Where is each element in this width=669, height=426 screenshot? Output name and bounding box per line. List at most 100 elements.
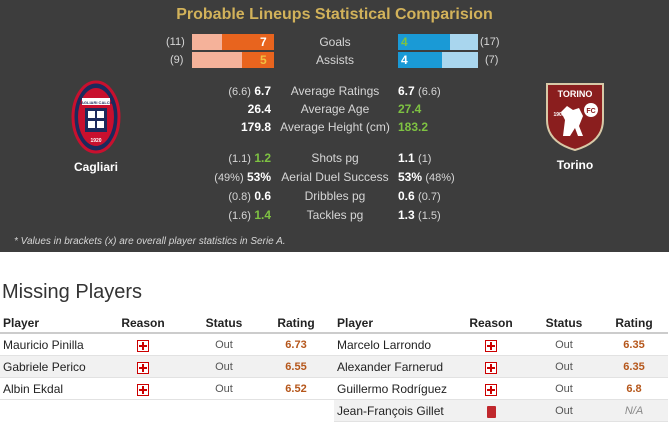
home-stat-overall: (6.6) <box>228 86 251 98</box>
away-stat-overall: (1.5) <box>418 210 441 222</box>
home-stat-value: 26.4 <box>248 100 271 118</box>
col-status[interactable]: Status <box>545 316 583 330</box>
table-row[interactable]: Mauricio Pinilla Out 6.73 <box>0 334 334 356</box>
home-stat-main: 6.7 <box>254 84 271 98</box>
stat-label: Dribbles pg <box>304 189 366 203</box>
svg-text:CAGLIARI CALCIO: CAGLIARI CALCIO <box>78 100 114 105</box>
away-missing-table: Player Reason Status Rating Marcelo Larr… <box>334 312 668 422</box>
reason-cell <box>108 378 178 400</box>
player-name[interactable]: Jean-François Gillet <box>337 404 444 418</box>
home-stat-main: 1.4 <box>254 208 271 222</box>
home-stat-value: (1.1) 1.2 <box>228 149 271 168</box>
reason-cell <box>456 356 526 378</box>
away-stat-overall: (6.6) <box>418 86 441 98</box>
status-cell: Out <box>555 361 573 373</box>
redcard-icon <box>486 405 496 418</box>
away-team-name: Torino <box>556 158 594 172</box>
table-row[interactable]: Marcelo Larrondo Out 6.35 <box>334 334 668 356</box>
player-name[interactable]: Marcelo Larrondo <box>337 338 432 352</box>
col-player[interactable]: Player <box>337 316 374 330</box>
status-cell: Out <box>215 383 233 395</box>
rating-cell: 6.73 <box>285 339 307 351</box>
stat-row: (1.6) 1.4 Tackles pg 1.3 (1.5) <box>0 206 669 224</box>
away-stat-value: 0.6 (0.7) <box>398 187 441 206</box>
table-row[interactable]: Jean-François Gillet Out N/A <box>334 400 668 422</box>
rating-cell: 6.35 <box>623 339 645 351</box>
home-stat-main: 179.8 <box>240 120 271 134</box>
home-stat-overall: (1.6) <box>228 210 251 222</box>
home-stat-main: 1.2 <box>254 151 271 165</box>
rating-cell: 6.35 <box>623 361 645 373</box>
player-name[interactable]: Alexander Farnerud <box>337 360 444 374</box>
col-status[interactable]: Status <box>205 316 243 330</box>
svg-text:FC: FC <box>586 108 595 115</box>
away-stat-main: 27.4 <box>398 102 422 116</box>
home-stat-value: (1.6) 1.4 <box>228 206 271 225</box>
reason-cell <box>108 334 178 356</box>
home-stat-value: (0.8) 0.6 <box>228 187 271 206</box>
away-assists-value: 4 <box>401 53 408 67</box>
reason-cell <box>108 356 178 378</box>
away-goals-bar <box>398 34 450 50</box>
goals-row: (11) 7 Goals 4 (17) <box>0 33 669 51</box>
svg-text:TORINO: TORINO <box>558 89 593 99</box>
table-row[interactable]: Gabriele Perico Out 6.55 <box>0 356 334 378</box>
status-cell: Out <box>555 339 573 351</box>
home-team[interactable]: CAGLIARI CALCIO 1920 Cagliari <box>41 80 151 174</box>
player-name[interactable]: Guillermo Rodríguez <box>337 382 448 396</box>
home-stat-value: (49%) 53% <box>214 168 271 187</box>
svg-text:1906: 1906 <box>553 112 564 118</box>
injury-icon <box>137 339 149 352</box>
injury-icon <box>137 361 149 374</box>
table-row[interactable]: Guillermo Rodríguez Out 6.8 <box>334 378 668 400</box>
away-stat-main: 1.3 <box>398 208 415 222</box>
reason-cell <box>456 378 526 400</box>
home-goals-bar-light <box>192 34 222 50</box>
svg-text:1920: 1920 <box>90 138 101 144</box>
cagliari-crest-icon: CAGLIARI CALCIO 1920 <box>71 80 121 154</box>
table-header: Player Reason Status Rating <box>334 312 668 334</box>
col-reason[interactable]: Reason <box>469 316 513 330</box>
player-name[interactable]: Gabriele Perico <box>3 360 86 374</box>
stat-label: Average Height (cm) <box>280 120 390 134</box>
injury-icon <box>485 361 497 374</box>
injury-icon <box>137 383 149 396</box>
away-stat-value: 1.3 (1.5) <box>398 206 441 225</box>
rating-cell: N/A <box>624 405 644 417</box>
col-player[interactable]: Player <box>3 316 40 330</box>
stat-row: 179.8 Average Height (cm) 183.2 <box>0 118 669 136</box>
stat-row: (49%) 53% Aerial Duel Success 53% (48%) <box>0 168 669 186</box>
player-name[interactable]: Albin Ekdal <box>3 382 64 396</box>
status-cell: Out <box>555 383 573 395</box>
home-assists-bar-light <box>192 52 242 68</box>
col-reason[interactable]: Reason <box>121 316 165 330</box>
reason-cell <box>456 334 526 356</box>
home-stat-main: 53% <box>246 170 271 184</box>
footnote: * Values in brackets (x) are overall pla… <box>14 236 286 247</box>
home-stat-overall: (1.1) <box>228 153 251 165</box>
col-rating[interactable]: Rating <box>277 316 315 330</box>
status-cell: Out <box>215 339 233 351</box>
home-stat-value: 179.8 <box>241 118 271 136</box>
table-row[interactable]: Alexander Farnerud Out 6.35 <box>334 356 668 378</box>
home-assists-value: 5 <box>260 53 267 67</box>
away-stat-main: 183.2 <box>398 120 429 134</box>
away-stat-value: 6.7 (6.6) <box>398 82 441 101</box>
away-goals-bar-light <box>450 34 478 50</box>
table-header: Player Reason Status Rating <box>0 312 334 334</box>
home-goals-value: 7 <box>260 35 267 49</box>
table-row[interactable]: Albin Ekdal Out 6.52 <box>0 378 334 400</box>
away-goals-overall: (17) <box>480 36 500 48</box>
rating-cell: 6.8 <box>626 383 642 395</box>
col-rating[interactable]: Rating <box>615 316 653 330</box>
away-assists-bar <box>398 52 442 68</box>
comparison-panel: Probable Lineups Statistical Comparision… <box>0 0 669 252</box>
status-cell: Out <box>215 361 233 373</box>
injury-icon <box>485 383 497 396</box>
stat-row: (0.8) 0.6 Dribbles pg 0.6 (0.7) <box>0 187 669 205</box>
stat-label: Average Ratings <box>290 84 380 98</box>
injury-icon <box>485 339 497 352</box>
stat-row: 26.4 Average Age 27.4 <box>0 100 669 118</box>
away-team[interactable]: TORINO FC 1906 Torino <box>520 80 630 172</box>
player-name[interactable]: Mauricio Pinilla <box>3 338 84 352</box>
